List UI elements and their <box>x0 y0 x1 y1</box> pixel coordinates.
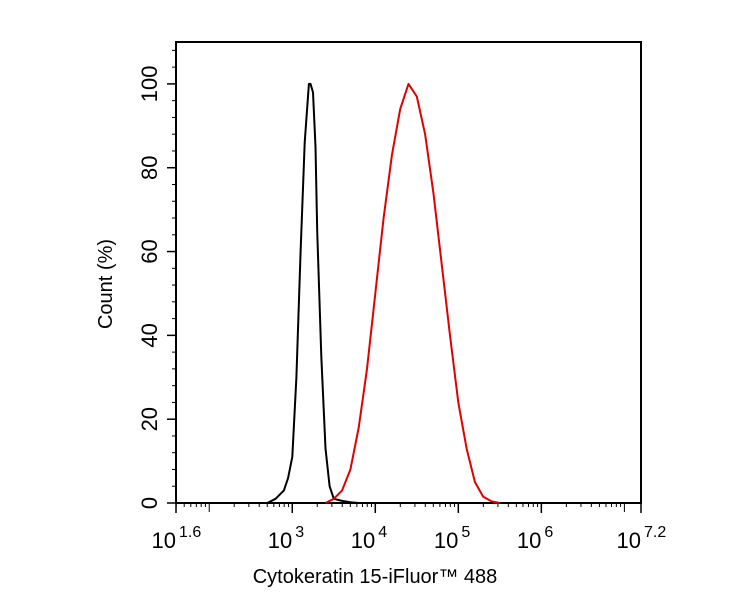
x-tick-base: 10 <box>351 528 375 553</box>
x-tick-base: 10 <box>617 528 641 553</box>
series-line-2 <box>325 82 501 504</box>
x-minor-ticks <box>175 503 625 512</box>
x-tick-base: 10 <box>152 528 176 553</box>
y-tick-label: 0 <box>137 497 162 509</box>
x-tick-exponent: 6 <box>544 524 553 541</box>
y-tick-label: 40 <box>137 323 162 347</box>
x-tick-base: 10 <box>434 528 458 553</box>
x-tick-exponent: 5 <box>461 524 470 541</box>
series-line-1 <box>266 82 359 504</box>
x-tick-base: 10 <box>517 528 541 553</box>
y-axis-title: Count (%) <box>95 239 117 329</box>
series-layer <box>266 82 501 504</box>
x-axis-title: Cytokeratin 15-iFluor™ 488 <box>253 566 498 588</box>
y-tick-label: 80 <box>137 155 162 179</box>
y-tick-label: 20 <box>137 407 162 431</box>
x-tick-exponent: 4 <box>378 524 387 541</box>
x-tick-base: 10 <box>268 528 292 553</box>
x-axis-ticks: 10 1.6 10 3 10 4 10 5 10 6 10 7.2 <box>152 503 666 553</box>
x-tick-exponent: 1.6 <box>179 524 201 541</box>
x-tick-exponent: 3 <box>295 524 304 541</box>
y-axis-ticks: 0 20 40 60 80 100 <box>137 66 176 509</box>
y-tick-label: 100 <box>137 66 162 103</box>
y-tick-label: 60 <box>137 239 162 263</box>
x-tick-exponent: 7.2 <box>644 524 666 541</box>
plot-frame <box>175 41 642 504</box>
